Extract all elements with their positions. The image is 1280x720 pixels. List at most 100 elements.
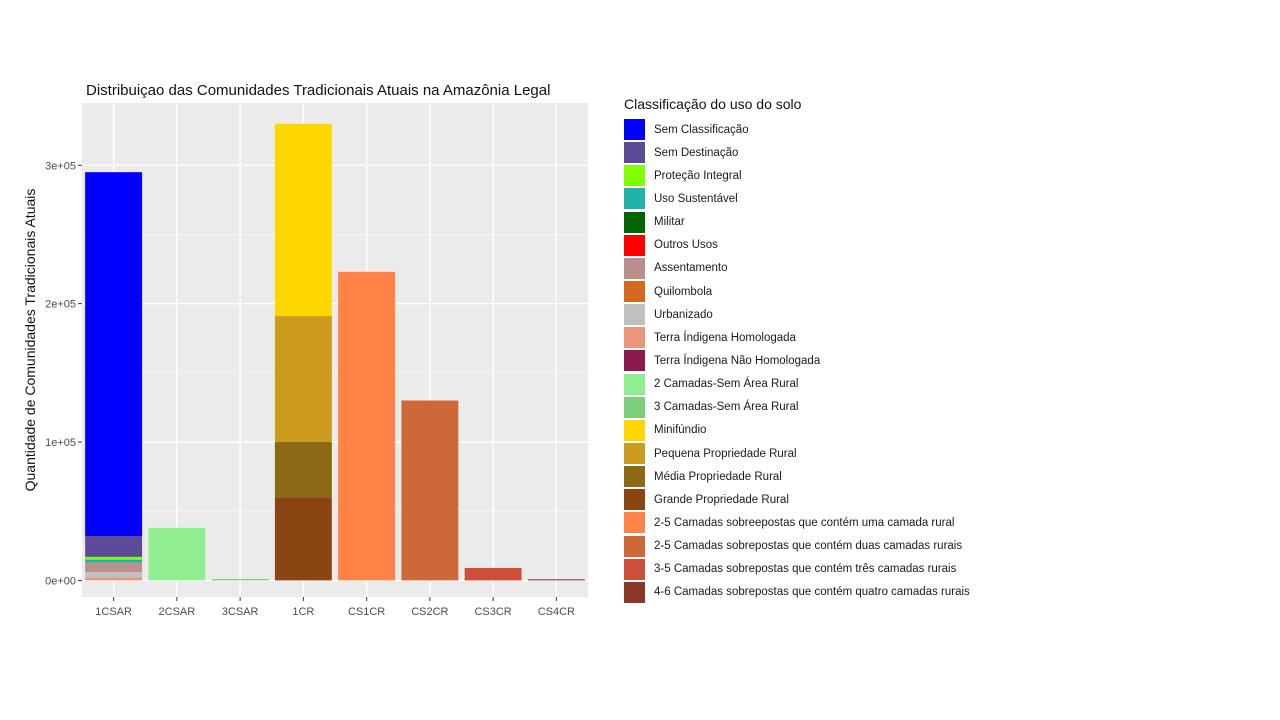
legend-swatch: [624, 489, 645, 511]
legend-swatch: [624, 281, 645, 303]
legend-title: Classificação do uso do solo: [624, 96, 802, 112]
legend-entry: Terra Índigena Homologada: [624, 326, 970, 349]
bar-1CSAR-3: [85, 559, 143, 563]
bar-1CR-15: [274, 442, 332, 498]
legend-label: Uso Sustentável: [654, 192, 738, 205]
legend-label: Terra Índigena Não Homologada: [654, 354, 821, 367]
x-axis: 1CSAR 2CSAR 3CSAR 1CR CS1CR CS2CR CS3CR CS4CR: [95, 597, 575, 618]
legend-label: 4-6 Camadas sobrepostas que contém quatr…: [654, 586, 970, 599]
legend-entry: Outros Usos: [624, 234, 970, 257]
legend-label: 2-5 Camadas sobrepostas que contém duas …: [654, 540, 963, 553]
legend-swatch: [624, 535, 645, 557]
legend-entry: Militar: [624, 211, 970, 234]
plot-panel: [82, 103, 588, 597]
legend-entry: 3-5 Camadas sobrepostas que contém três …: [624, 558, 970, 581]
legend-label: Sem Destinação: [654, 146, 739, 159]
legend-entry: Proteção Integral: [624, 164, 970, 187]
y-axis: 0e+00 1e+05 2e+05 3e+05: [45, 160, 82, 587]
x-tick-label: 1CR: [292, 606, 314, 618]
legend-swatch: [624, 142, 645, 164]
bar-1CSAR-6: [85, 562, 143, 573]
legend-label: Média Propriedade Rural: [654, 470, 782, 483]
legend-label: 3 Camadas-Sem Área Rural: [654, 401, 799, 414]
y-tick-label: 2e+05: [45, 299, 76, 311]
legend-swatch: [624, 466, 645, 488]
legend-entry: Minifúndio: [624, 419, 970, 442]
legend-swatch: [624, 443, 645, 465]
legend-entry: Sem Classificação: [624, 118, 970, 141]
legend-label: 3-5 Camadas sobrepostas que contém três …: [654, 563, 957, 576]
legend-swatch: [624, 558, 645, 580]
legend-entry: Terra Índigena Não Homologada: [624, 349, 970, 372]
bar-1CSAR-1: [85, 536, 143, 557]
bars: [85, 123, 585, 581]
legend-swatch: [624, 419, 645, 441]
bar-CS1CR-17: [338, 271, 396, 581]
bar-1CR-13: [274, 123, 332, 317]
y-tick-label: 0e+00: [45, 575, 76, 587]
bar-1CR-14: [274, 316, 332, 443]
legend-label: 2 Camadas-Sem Área Rural: [654, 378, 799, 391]
chart-title: Distribuiçao das Comunidades Tradicionai…: [86, 82, 551, 99]
bar-CS2CR-18: [401, 400, 459, 581]
legend-label: Outros Usos: [654, 239, 718, 252]
legend-label: Minifúndio: [654, 424, 707, 437]
bar-CS3CR-19: [464, 567, 522, 581]
legend-label: Sem Classificação: [654, 123, 749, 136]
x-tick-label: CS4CR: [538, 606, 575, 618]
x-tick-label: CS1CR: [348, 606, 385, 618]
legend-label: Proteção Integral: [654, 169, 742, 182]
legend-entry: 2-5 Camadas sobrepostas que contém duas …: [624, 535, 970, 558]
legend-label: Pequena Propriedade Rural: [654, 447, 797, 460]
legend: Classificação do uso do solo Sem Classif…: [624, 96, 970, 604]
bar-chart: 0e+00 1e+05 2e+05 3e+05 1CSAR 2CSAR 3CSAR 1CR C…: [22, 103, 588, 618]
legend-label: Urbanizado: [654, 308, 713, 321]
y-tick-label: 1e+05: [45, 437, 76, 449]
legend-entry: Sem Destinação: [624, 141, 970, 164]
legend-entry: Urbanizado: [624, 303, 970, 326]
legend-label: Grande Propriedade Rural: [654, 493, 789, 506]
y-axis-label: Quantidade de Comunidades Tradicionais A…: [22, 189, 38, 492]
bar-2CSAR-11: [148, 527, 206, 581]
legend-swatch: [624, 327, 645, 349]
bar-1CSAR-8: [85, 572, 143, 578]
legend-label: Militar: [654, 216, 685, 229]
legend-swatch: [624, 257, 645, 279]
legend-swatch: [624, 350, 645, 372]
legend-swatch: [624, 234, 645, 256]
legend-swatch: [624, 373, 645, 395]
bar-1CR-16: [274, 497, 332, 581]
legend-entry: Grande Propriedade Rural: [624, 488, 970, 511]
x-tick-label: CS2CR: [411, 606, 448, 618]
legend-entry: 2 Camadas-Sem Área Rural: [624, 373, 970, 396]
legend-swatch: [624, 396, 645, 418]
legend-swatch: [624, 165, 645, 187]
legend-swatch: [624, 119, 645, 141]
legend-label: Quilombola: [654, 285, 713, 298]
legend-swatch: [624, 581, 645, 603]
legend-label: Terra Índigena Homologada: [654, 331, 796, 344]
x-tick-label: CS3CR: [474, 606, 511, 618]
legend-entry: Quilombola: [624, 280, 970, 303]
legend-entry: Uso Sustentável: [624, 187, 970, 210]
legend-label: Assentamento: [654, 262, 728, 275]
bar-1CSAR-0: [85, 172, 143, 537]
x-tick-label: 2CSAR: [159, 606, 196, 618]
y-tick-label: 3e+05: [45, 160, 76, 172]
legend-swatch: [624, 188, 645, 210]
bar-1CSAR-9: [85, 577, 143, 581]
x-tick-label: 3CSAR: [222, 606, 259, 618]
legend-entry: 4-6 Camadas sobrepostas que contém quatr…: [624, 581, 970, 604]
legend-items: Sem Classificação Sem Destinação Proteção …: [624, 118, 970, 604]
legend-swatch: [624, 211, 645, 233]
bar-1CSAR-2: [85, 556, 143, 560]
legend-entry: Assentamento: [624, 257, 970, 280]
bar-3CSAR-12: [211, 579, 269, 581]
x-tick-label: 1CSAR: [95, 606, 132, 618]
legend-entry: Pequena Propriedade Rural: [624, 442, 970, 465]
legend-label: 2-5 Camadas sobreepostas que contém uma …: [654, 516, 955, 529]
bar-CS4CR-20: [527, 579, 585, 581]
legend-entry: 2-5 Camadas sobreepostas que contém uma …: [624, 511, 970, 534]
legend-swatch: [624, 512, 645, 534]
legend-swatch: [624, 304, 645, 326]
